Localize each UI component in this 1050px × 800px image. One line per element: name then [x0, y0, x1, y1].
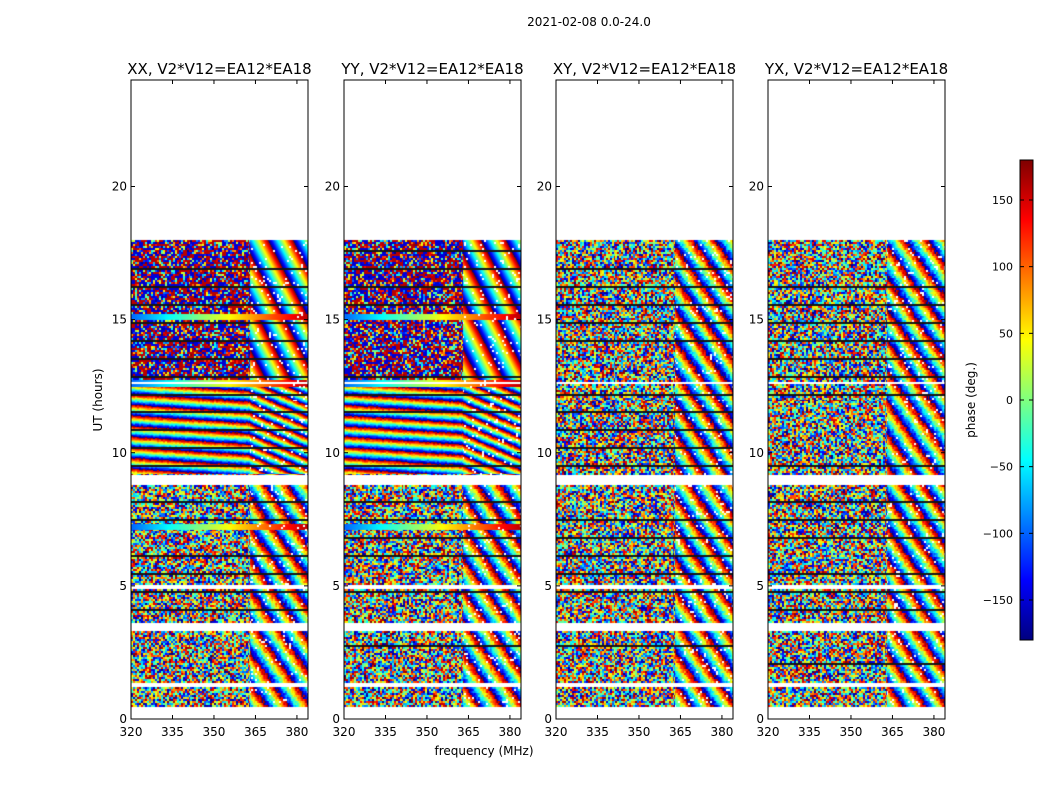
y-tick-label: 10 — [112, 446, 127, 460]
y-tick-label: 20 — [749, 180, 764, 194]
y-tick-label: 15 — [325, 313, 340, 327]
x-tick-label: 335 — [798, 725, 821, 739]
colorbar-tick-label: 50 — [999, 327, 1013, 340]
x-tick-label: 380 — [498, 725, 521, 739]
x-tick-label: 320 — [120, 725, 143, 739]
colorbar-tick-label: −50 — [990, 461, 1013, 474]
panel-title: YY, V2*V12=EA12*EA18 — [340, 60, 523, 78]
panel-xy: XY, V2*V12=EA12*EA18 320 335 350 365 380 0 5 10 1… — [537, 60, 736, 739]
colorbar-tick-label: 100 — [992, 261, 1013, 274]
panel-frame — [343, 79, 522, 720]
y-tick-label: 0 — [332, 712, 340, 726]
panel-frame — [130, 79, 309, 720]
colorbar-tick-label: −150 — [983, 594, 1013, 607]
y-tick-label: 15 — [112, 313, 127, 327]
x-tick-label: 320 — [333, 725, 356, 739]
x-tick-label: 380 — [710, 725, 733, 739]
panel-xx: XX, V2*V12=EA12*EA18 320 335 350 365 380 0 5 10 1… — [112, 60, 312, 739]
x-tick-label: 350 — [840, 725, 863, 739]
x-tick-label: 320 — [757, 725, 780, 739]
x-tick-label: 335 — [374, 725, 397, 739]
y-tick-label: 10 — [325, 446, 340, 460]
y-tick-label: 20 — [325, 180, 340, 194]
colorbar-label: phase (deg.) — [964, 362, 978, 438]
y-tick-label: 5 — [332, 579, 340, 593]
panel-yx: YX, V2*V12=EA12*EA18 320 335 350 365 380 0 5 10 1… — [749, 60, 948, 739]
panels-group: XX, V2*V12=EA12*EA18 320 335 350 365 380 0 5 10 1… — [112, 60, 948, 739]
x-tick-label: 350 — [203, 725, 226, 739]
panel-yy: YY, V2*V12=EA12*EA18 320 335 350 365 380 0 5 10 1… — [325, 60, 524, 739]
x-axis-label: frequency (MHz) — [434, 744, 533, 758]
y-tick-label: 20 — [537, 180, 552, 194]
x-tick-label: 350 — [416, 725, 439, 739]
colorbar: 150 100 50 0 −50 −100 −150 — [983, 159, 1034, 641]
x-tick-label: 335 — [586, 725, 609, 739]
x-tick-label: 380 — [922, 725, 945, 739]
x-tick-label: 320 — [545, 725, 568, 739]
panel-frame — [555, 79, 734, 720]
figure-suptitle: 2021-02-08 0.0-24.0 — [527, 15, 651, 29]
x-tick-label: 335 — [161, 725, 184, 739]
heatmap-image-xy — [556, 80, 733, 719]
x-tick-label: 380 — [285, 725, 308, 739]
y-tick-label: 0 — [544, 712, 552, 726]
y-tick-label: 15 — [749, 313, 764, 327]
colorbar-tick-label: −100 — [983, 527, 1013, 540]
panel-title: XY, V2*V12=EA12*EA18 — [553, 60, 736, 78]
heatmap-image-xx — [131, 80, 308, 719]
y-tick-label: 10 — [537, 446, 552, 460]
colorbar-tick-label: 150 — [992, 194, 1013, 207]
panel-frame — [767, 79, 946, 720]
y-tick-label: 10 — [749, 446, 764, 460]
panel-title: YX, V2*V12=EA12*EA18 — [764, 60, 948, 78]
x-tick-label: 365 — [669, 725, 692, 739]
y-tick-label: 0 — [756, 712, 764, 726]
panel-title: XX, V2*V12=EA12*EA18 — [127, 60, 311, 78]
y-tick-label: 15 — [537, 313, 552, 327]
y-tick-label: 0 — [119, 712, 127, 726]
x-tick-label: 365 — [457, 725, 480, 739]
heatmap-image-yy — [344, 80, 521, 719]
y-tick-label: 5 — [544, 579, 552, 593]
y-tick-label: 5 — [756, 579, 764, 593]
colorbar-tick-label: 0 — [1006, 394, 1013, 407]
y-axis-label: UT (hours) — [91, 368, 105, 431]
x-tick-label: 350 — [628, 725, 651, 739]
y-tick-label: 5 — [119, 579, 127, 593]
y-tick-label: 20 — [112, 180, 127, 194]
heatmap-image-yx — [768, 80, 945, 719]
x-tick-label: 365 — [881, 725, 904, 739]
x-tick-label: 365 — [244, 725, 267, 739]
